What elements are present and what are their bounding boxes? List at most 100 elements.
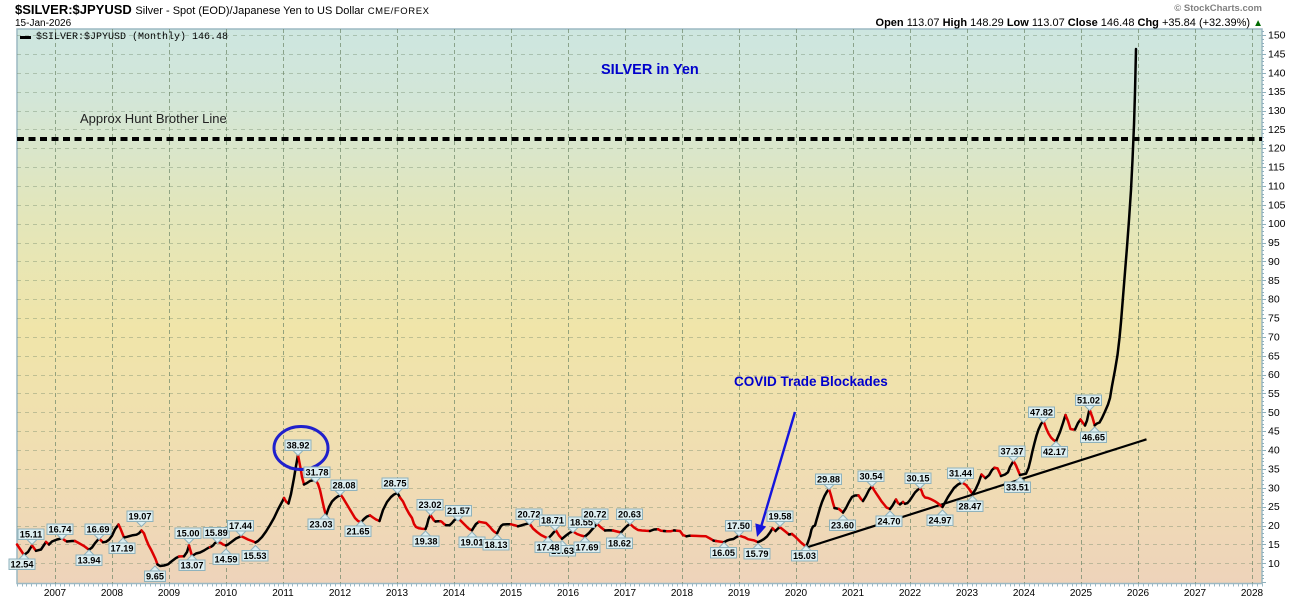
svg-text:140: 140 <box>1268 67 1286 79</box>
svg-text:13.94: 13.94 <box>78 555 102 565</box>
svg-text:23.60: 23.60 <box>831 520 854 530</box>
svg-text:51.02: 51.02 <box>1077 395 1100 405</box>
svg-text:19.01: 19.01 <box>461 537 484 547</box>
svg-text:35: 35 <box>1268 463 1280 475</box>
svg-text:2010: 2010 <box>215 588 238 599</box>
svg-text:42.17: 42.17 <box>1043 447 1066 457</box>
svg-text:9.65: 9.65 <box>146 571 164 581</box>
svg-text:45: 45 <box>1268 426 1280 438</box>
svg-text:15.11: 15.11 <box>20 529 42 539</box>
svg-text:30.15: 30.15 <box>907 473 930 483</box>
svg-text:13.07: 13.07 <box>181 560 204 570</box>
svg-text:2009: 2009 <box>158 588 181 599</box>
svg-text:14.59: 14.59 <box>215 554 238 564</box>
svg-text:18.71: 18.71 <box>541 515 564 525</box>
svg-text:28.47: 28.47 <box>959 501 982 511</box>
svg-text:95: 95 <box>1268 237 1280 249</box>
svg-text:2020: 2020 <box>785 588 808 599</box>
svg-text:19.38: 19.38 <box>415 536 438 546</box>
svg-text:2021: 2021 <box>842 588 865 599</box>
svg-text:135: 135 <box>1268 86 1286 98</box>
svg-text:17.69: 17.69 <box>576 542 599 552</box>
svg-text:15.89: 15.89 <box>205 528 228 538</box>
svg-text:10: 10 <box>1268 558 1280 570</box>
svg-text:2011: 2011 <box>272 588 294 599</box>
svg-text:28.08: 28.08 <box>333 480 356 490</box>
svg-text:75: 75 <box>1268 313 1280 325</box>
svg-text:19.58: 19.58 <box>769 511 792 521</box>
svg-text:18.62: 18.62 <box>608 538 631 548</box>
svg-text:2015: 2015 <box>500 588 523 599</box>
svg-text:2019: 2019 <box>728 588 751 599</box>
svg-text:2028: 2028 <box>1241 588 1264 599</box>
svg-text:12.54: 12.54 <box>11 559 35 569</box>
svg-text:28.75: 28.75 <box>384 478 407 488</box>
svg-text:70: 70 <box>1268 331 1280 343</box>
svg-text:2018: 2018 <box>671 588 694 599</box>
svg-text:60: 60 <box>1268 369 1280 381</box>
svg-text:31.78: 31.78 <box>306 467 329 477</box>
svg-text:23.02: 23.02 <box>419 500 442 510</box>
svg-text:2026: 2026 <box>1127 588 1150 599</box>
svg-text:2025: 2025 <box>1070 588 1093 599</box>
svg-text:2014: 2014 <box>443 588 466 599</box>
svg-text:15.79: 15.79 <box>746 549 769 559</box>
svg-text:20.72: 20.72 <box>584 509 607 519</box>
svg-text:2024: 2024 <box>1013 588 1036 599</box>
svg-text:85: 85 <box>1268 275 1280 287</box>
svg-text:2008: 2008 <box>101 588 124 599</box>
svg-text:115: 115 <box>1268 162 1285 174</box>
svg-text:2013: 2013 <box>386 588 409 599</box>
svg-text:16.63: 16.63 <box>551 546 574 556</box>
svg-text:145: 145 <box>1268 48 1286 60</box>
svg-text:21.65: 21.65 <box>347 526 370 536</box>
svg-text:20: 20 <box>1268 520 1280 532</box>
svg-text:20.63: 20.63 <box>618 509 641 519</box>
svg-text:2023: 2023 <box>956 588 979 599</box>
svg-text:2022: 2022 <box>899 588 922 599</box>
svg-text:23.03: 23.03 <box>310 519 333 529</box>
svg-text:15.03: 15.03 <box>793 551 816 561</box>
svg-text:17.44: 17.44 <box>229 521 253 531</box>
svg-text:16.69: 16.69 <box>87 524 110 534</box>
svg-text:120: 120 <box>1268 143 1286 155</box>
svg-text:80: 80 <box>1268 294 1280 306</box>
svg-text:15.53: 15.53 <box>244 551 267 561</box>
svg-text:37.37: 37.37 <box>1001 446 1024 456</box>
svg-text:105: 105 <box>1268 199 1286 211</box>
svg-text:40: 40 <box>1268 445 1280 457</box>
svg-text:2012: 2012 <box>329 588 352 599</box>
svg-text:16.74: 16.74 <box>49 524 73 534</box>
svg-text:19.07: 19.07 <box>129 511 152 521</box>
svg-text:17.48: 17.48 <box>537 542 560 552</box>
svg-text:110: 110 <box>1268 181 1285 193</box>
svg-text:100: 100 <box>1268 218 1286 230</box>
svg-text:30: 30 <box>1268 482 1280 494</box>
svg-text:2027: 2027 <box>1184 588 1207 599</box>
svg-text:2016: 2016 <box>557 588 580 599</box>
svg-text:55: 55 <box>1268 388 1280 400</box>
svg-text:33.51: 33.51 <box>1006 482 1029 492</box>
svg-text:90: 90 <box>1268 256 1280 268</box>
svg-text:17.50: 17.50 <box>727 521 750 531</box>
svg-text:18.13: 18.13 <box>485 540 508 550</box>
svg-text:16.05: 16.05 <box>712 548 735 558</box>
svg-text:46.65: 46.65 <box>1082 432 1105 442</box>
svg-text:25: 25 <box>1268 501 1280 513</box>
svg-text:125: 125 <box>1268 124 1286 136</box>
svg-text:24.70: 24.70 <box>878 516 901 526</box>
svg-text:38.92: 38.92 <box>287 440 310 450</box>
svg-text:2007: 2007 <box>44 588 67 599</box>
svg-text:15.00: 15.00 <box>177 528 200 538</box>
svg-text:130: 130 <box>1268 105 1286 117</box>
svg-text:31.44: 31.44 <box>949 468 973 478</box>
svg-text:50: 50 <box>1268 407 1280 419</box>
svg-text:30.54: 30.54 <box>860 471 884 481</box>
svg-text:47.82: 47.82 <box>1030 407 1053 417</box>
svg-text:20.72: 20.72 <box>518 509 541 519</box>
svg-text:17.19: 17.19 <box>111 543 134 553</box>
svg-text:18.55: 18.55 <box>570 517 593 527</box>
svg-text:24.97: 24.97 <box>929 515 952 525</box>
svg-text:65: 65 <box>1268 350 1280 362</box>
svg-text:2017: 2017 <box>614 588 637 599</box>
